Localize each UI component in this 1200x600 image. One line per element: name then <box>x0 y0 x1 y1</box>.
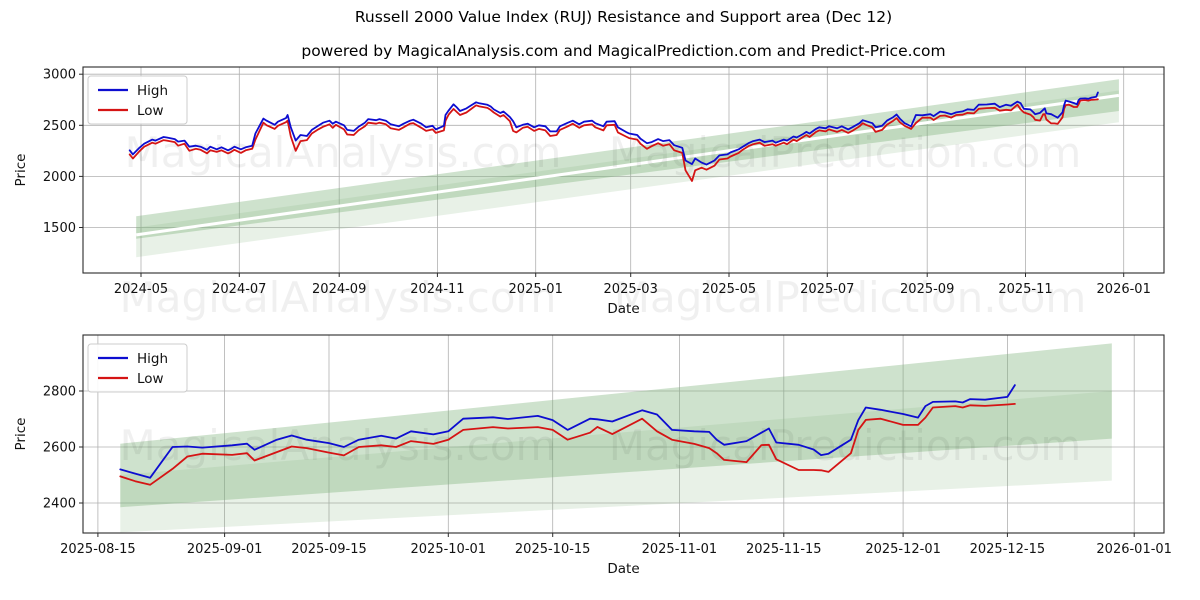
recent-range-chart-y-axis: 2400 2600 2800 Price <box>13 385 83 512</box>
recent-range-chart-support-area-light <box>120 391 1112 533</box>
long-range-chart-trend-strip <box>135 93 1120 237</box>
long-range-chart-grid <box>83 67 1164 273</box>
y-tick-label: 2500 <box>43 119 76 134</box>
x-tick-label: 2025-07 <box>800 282 854 297</box>
x-tick-label: 2025-01 <box>509 282 563 297</box>
long-range-chart-x-axis: 2024-05 2024-07 2024-09 2024-11 2025-01 2025-… <box>114 273 1151 317</box>
x-tick-label: 2025-09-15 <box>291 542 367 557</box>
x-tick-label: 2025-08-15 <box>60 542 136 557</box>
x-tick-label: 2024-05 <box>114 282 168 297</box>
watermark-prediction: MagicalPrediction.com <box>614 273 1087 322</box>
long-range-chart-legend: High Low <box>87 75 188 125</box>
y-axis-label: Price <box>13 418 29 451</box>
legend-high-label: High <box>137 351 168 367</box>
x-tick-label: 2025-03 <box>604 282 658 297</box>
watermark-prediction: MagicalPrediction.com <box>609 421 1082 470</box>
x-tick-label: 2025-05 <box>702 282 756 297</box>
watermark-prediction: MagicalPrediction.com <box>609 128 1082 177</box>
recent-range-chart-legend: High Low <box>87 343 188 393</box>
y-tick-label: 3000 <box>43 68 76 83</box>
x-tick-label: 2025-11-01 <box>642 542 718 557</box>
x-tick-label: 2024-09 <box>312 282 366 297</box>
chart-title: Russell 2000 Value Index (RUJ) Resistanc… <box>354 8 893 26</box>
legend-high-label: High <box>137 83 168 99</box>
recent-range-chart-resistance-area <box>120 343 1112 508</box>
y-tick-label: 1500 <box>43 221 76 236</box>
x-tick-label: 2024-11 <box>410 282 464 297</box>
x-tick-label: 2025-12-15 <box>970 542 1046 557</box>
x-tick-label: 2025-11-15 <box>746 542 822 557</box>
x-tick-label: 2025-11 <box>998 282 1052 297</box>
x-tick-label: 2025-12-01 <box>865 542 941 557</box>
recent-range-chart-grid <box>83 335 1164 533</box>
x-tick-label: 2025-09 <box>900 282 954 297</box>
chart-subtitle: powered by MagicalAnalysis.com and Magic… <box>301 42 946 60</box>
legend-low-label: Low <box>137 371 164 387</box>
watermark-analysis: MagicalAnalysis.com <box>125 128 562 177</box>
y-tick-label: 2600 <box>43 441 76 456</box>
recent-range-chart-plot-border <box>82 334 1165 534</box>
long-range-chart-low-line <box>128 98 1099 182</box>
x-tick-label: 2026-01-01 <box>1096 542 1172 557</box>
long-range-chart-plot-border <box>82 66 1165 274</box>
y-tick-label: 2400 <box>43 497 76 512</box>
long-range-chart-support-area-light <box>136 90 1119 258</box>
y-tick-label: 2800 <box>43 385 76 400</box>
x-tick-label: 2026-01 <box>1097 282 1151 297</box>
x-tick-label: 2025-09-01 <box>187 542 263 557</box>
x-tick-label: 2025-10-01 <box>411 542 487 557</box>
recent-range-chart-high-line <box>119 384 1016 479</box>
legend-low-label: Low <box>137 103 164 119</box>
x-tick-label: 2025-10-15 <box>515 542 591 557</box>
y-tick-label: 2000 <box>43 170 76 185</box>
y-axis-label: Price <box>13 154 29 187</box>
x-axis-label: Date <box>607 301 639 317</box>
long-range-chart-high-line <box>128 91 1099 166</box>
x-tick-label: 2024-07 <box>212 282 266 297</box>
recent-range-chart-low-line <box>119 402 1016 486</box>
watermark-analysis: MagicalAnalysis.com <box>120 273 557 322</box>
x-axis-label: Date <box>607 561 639 577</box>
recent-range-chart-x-axis: 2025-08-15 2025-09-01 2025-09-15 2025-10-01… <box>60 533 1172 577</box>
long-range-chart-y-axis: 1500 2000 2500 3000 Price <box>13 68 83 236</box>
